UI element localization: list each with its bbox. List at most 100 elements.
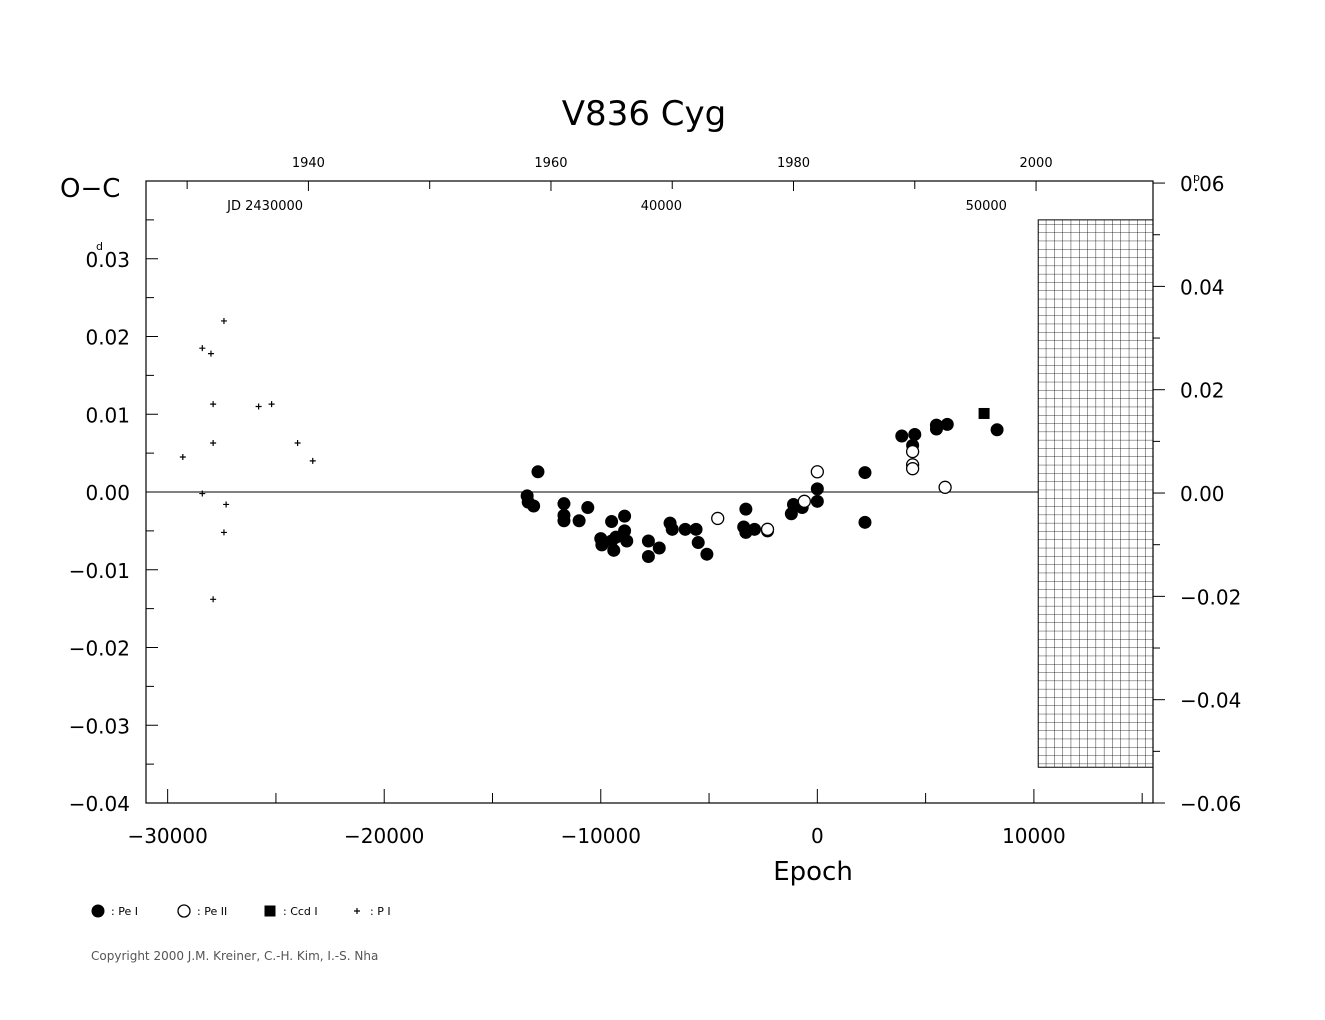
point-p-i xyxy=(207,350,214,357)
y-right-tick-label: 0.02 xyxy=(1180,379,1225,403)
point-pe-i xyxy=(607,543,621,557)
x-tick-label: −30000 xyxy=(127,824,207,848)
year-tick-label: 1940 xyxy=(292,156,325,171)
y-right-tick-label: −0.06 xyxy=(1180,792,1241,816)
point-pe-i xyxy=(858,466,872,480)
point-pe-i xyxy=(618,509,632,523)
y-tick-label: −0.04 xyxy=(69,792,130,816)
data-points xyxy=(179,317,1004,603)
point-pe-i xyxy=(700,547,714,561)
y-tick-label: −0.03 xyxy=(69,714,130,738)
point-pe-i xyxy=(665,522,679,536)
legend-entry: : P I xyxy=(354,905,391,918)
x-tick-label: 10000 xyxy=(1002,824,1066,848)
legend-entry: : Pe I xyxy=(91,904,138,918)
y-right-tick-label: −0.04 xyxy=(1180,689,1241,713)
point-pe-i xyxy=(620,534,634,548)
point-p-i xyxy=(294,440,301,447)
year-tick-label: 1960 xyxy=(534,156,567,171)
point-pe-i xyxy=(748,522,762,536)
year-tick-label: 2000 xyxy=(1020,156,1053,171)
point-pe-i xyxy=(557,514,571,528)
hatched-region-grid xyxy=(1037,219,1154,768)
legend-label: : Ccd I xyxy=(283,905,318,918)
point-pe-i xyxy=(618,524,632,538)
point-p-i xyxy=(220,317,227,324)
point-pe-i xyxy=(739,502,753,516)
legend-label: : Pe II xyxy=(197,905,227,918)
point-pe-i xyxy=(810,482,824,496)
jd-tick-label: 40000 xyxy=(641,199,682,214)
point-ccd-i xyxy=(264,905,276,917)
point-pe-i xyxy=(641,534,655,548)
hatched-region xyxy=(1037,219,1154,768)
point-pe-i xyxy=(908,427,922,441)
point-pe-ii xyxy=(810,465,824,479)
point-p-i xyxy=(199,490,206,497)
x-axis-label: Epoch xyxy=(773,857,853,887)
point-p-i xyxy=(268,401,275,408)
y-axis-label: O−C xyxy=(60,174,120,204)
point-p-i xyxy=(179,454,186,461)
point-pe-i xyxy=(581,501,595,515)
point-pe-i xyxy=(895,429,909,443)
point-pe-ii xyxy=(711,511,725,526)
point-p-i xyxy=(255,403,262,410)
point-p-i xyxy=(309,457,316,464)
point-pe-i xyxy=(810,494,824,508)
point-pe-i xyxy=(990,423,1004,437)
y-tick-label: 0.02 xyxy=(85,326,130,350)
y-tick-label: −0.02 xyxy=(69,637,130,661)
point-pe-ii xyxy=(905,444,920,459)
y-right-tick-label: −0.02 xyxy=(1180,585,1241,609)
tick-labels: 0.03 0.02 0.01 0.00 −0.01 −0.02 −0.03 −0.04 0.06… xyxy=(69,156,1242,848)
point-pe-ii xyxy=(177,904,191,918)
point-pe-ii xyxy=(938,480,952,494)
point-pe-i xyxy=(605,515,619,529)
copyright-notice: Copyright 2000 J.M. Kreiner, C.-H. Kim, … xyxy=(91,949,379,963)
axis-ticks xyxy=(146,180,1165,804)
y-tick-label: −0.01 xyxy=(69,559,130,583)
point-pe-ii xyxy=(905,462,920,476)
y-right-tick-label: 0.06 xyxy=(1180,172,1225,196)
x-tick-label: 0 xyxy=(811,824,824,848)
point-pe-i xyxy=(641,550,655,564)
point-p-i xyxy=(199,345,206,352)
y-tick-label: 0.01 xyxy=(85,403,130,427)
point-pe-ii xyxy=(760,522,775,536)
point-pe-i xyxy=(527,499,541,513)
point-pe-i xyxy=(691,536,705,550)
point-p-i xyxy=(210,401,217,408)
legend-entry: : Pe II xyxy=(177,904,227,918)
legend-label: : P I xyxy=(370,905,391,918)
point-p-i xyxy=(223,501,230,508)
legend: : Pe I : Pe II : Ccd I : P I xyxy=(91,904,391,918)
point-pe-i xyxy=(595,538,609,552)
point-pe-i xyxy=(91,904,105,918)
legend-label: : Pe I xyxy=(111,905,138,918)
year-tick-label: 1980 xyxy=(777,156,810,171)
point-pe-i xyxy=(940,417,954,431)
x-tick-label: −20000 xyxy=(344,824,424,848)
point-pe-i xyxy=(678,522,692,536)
point-pe-ii xyxy=(797,494,811,508)
x-tick-label: −10000 xyxy=(561,824,641,848)
y-right-tick-label: 0.04 xyxy=(1180,275,1225,299)
y-tick-label: 0.03 xyxy=(85,248,130,272)
point-pe-i xyxy=(531,465,545,479)
chart-title: V836 Cyg xyxy=(562,94,726,134)
point-pe-i xyxy=(557,497,571,511)
point-p-i xyxy=(220,529,227,536)
legend-entry: : Ccd I xyxy=(264,905,318,918)
point-pe-i xyxy=(858,515,872,529)
point-pe-i xyxy=(652,541,666,555)
point-p-i xyxy=(210,596,217,603)
point-ccd-i xyxy=(978,407,990,419)
point-p-i xyxy=(354,908,360,914)
y-tick-label: 0.00 xyxy=(85,481,130,505)
point-pe-i xyxy=(929,418,943,432)
point-p-i xyxy=(210,440,217,447)
point-pe-i xyxy=(689,522,703,536)
point-pe-i xyxy=(572,514,586,528)
